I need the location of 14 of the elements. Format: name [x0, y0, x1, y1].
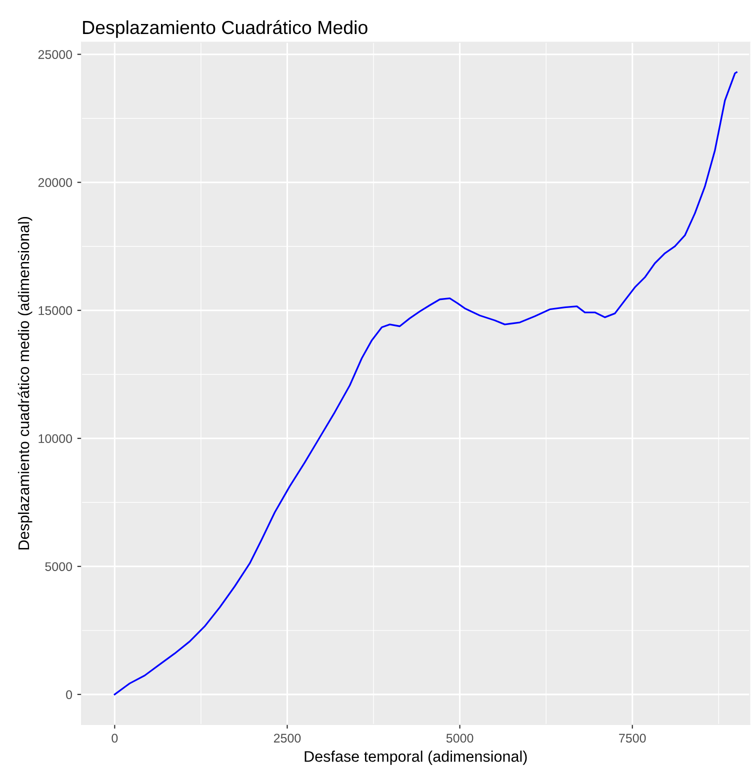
x-axis-title: Desfase temporal (adimensional) [304, 750, 527, 765]
y-tick-label: 0 [66, 690, 72, 700]
x-tick-label: 0 [112, 734, 118, 743]
y-tick-label: 15000 [38, 306, 72, 316]
y-tick-label: 20000 [38, 178, 72, 188]
y-axis-title: Desplazamiento cuadrático medio (adimensional) [18, 216, 32, 550]
x-tick-label: 2500 [274, 734, 301, 743]
chart-title: Desplazamiento Cuadrático Medio [83, 20, 368, 38]
x-tick-label: 5000 [446, 734, 474, 743]
x-tick-label: 7500 [619, 734, 646, 743]
line-series [114, 71, 738, 696]
y-tick-label: 5000 [45, 562, 72, 572]
y-tick-label: 10000 [38, 434, 72, 444]
y-tick-label: 25000 [38, 50, 72, 59]
